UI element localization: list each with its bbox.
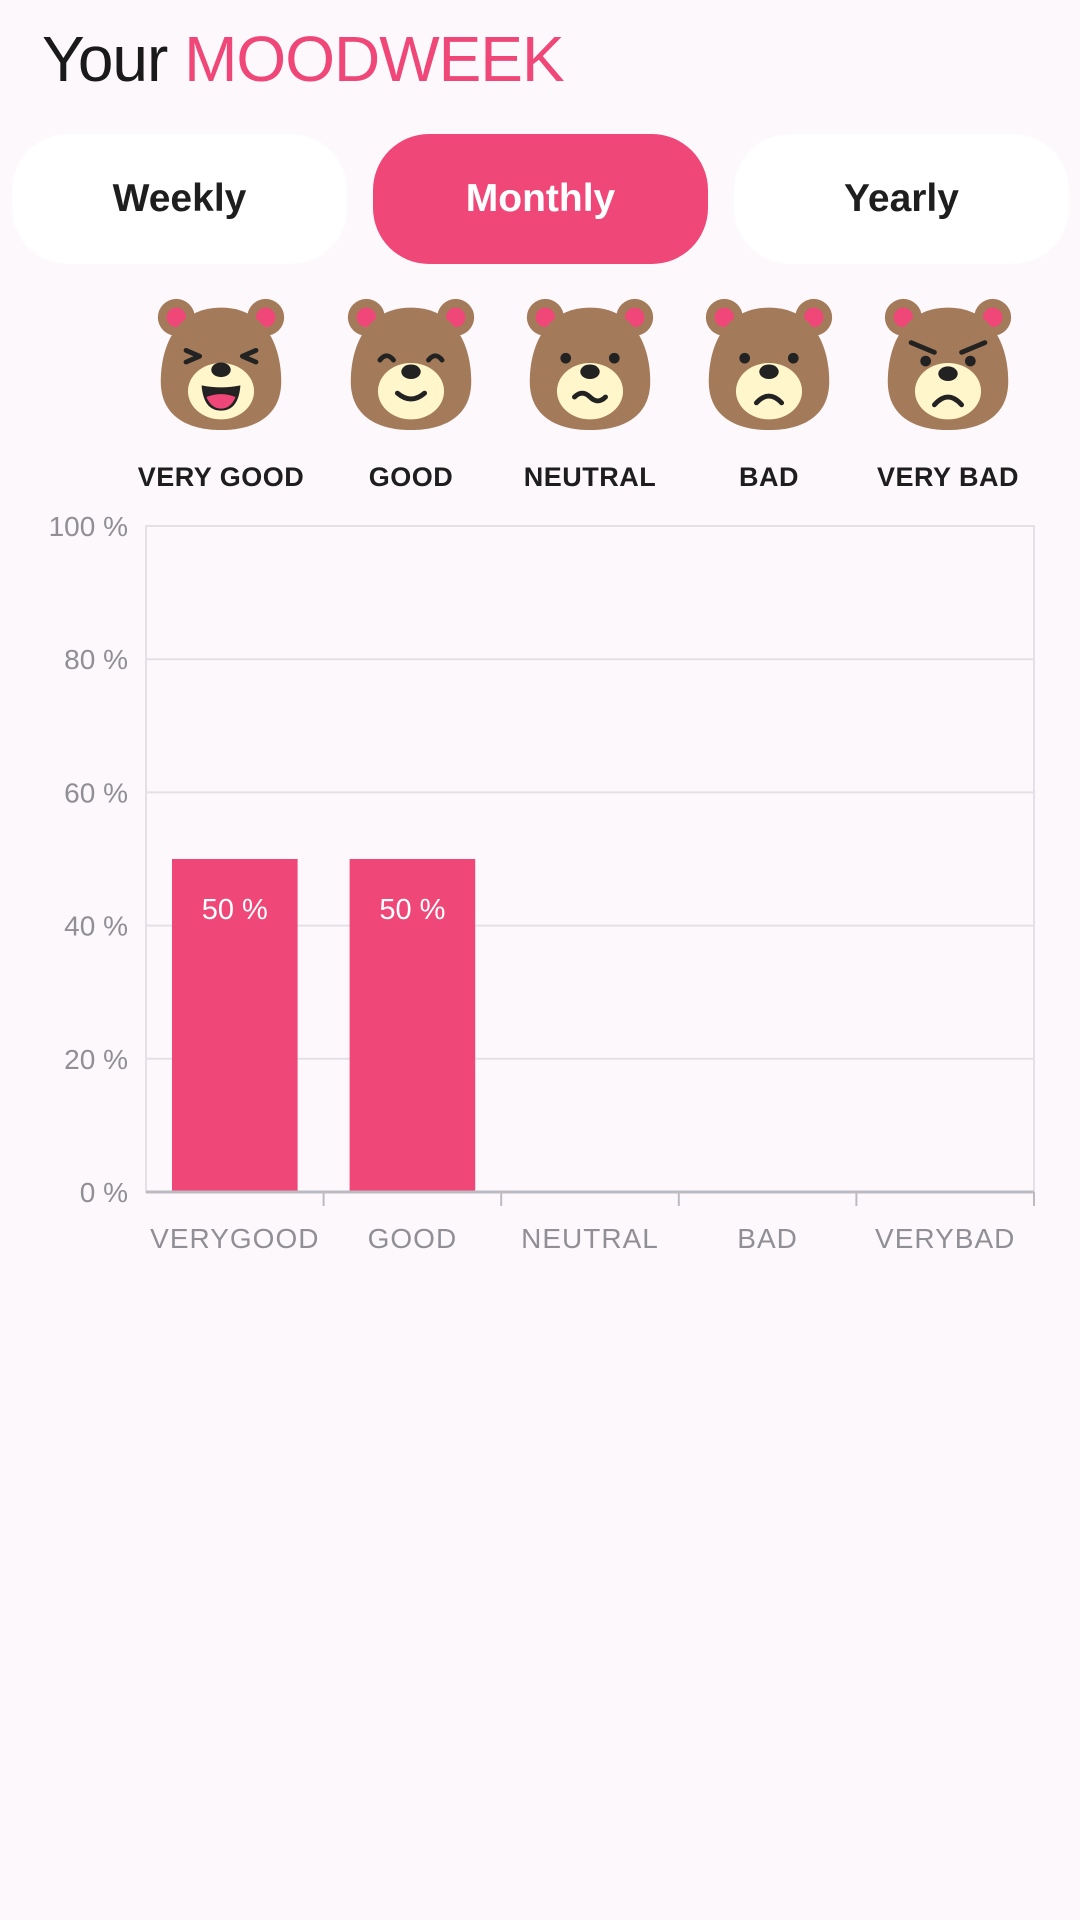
x-tick-label: BAD — [737, 1223, 798, 1254]
x-tick-label: VERYBAD — [875, 1223, 1015, 1254]
x-tick-label: NEUTRAL — [521, 1223, 659, 1254]
page-title: Your MOODWEEK — [42, 22, 565, 96]
mood-label-neutral: NEUTRAL — [523, 462, 657, 492]
x-tick-label: VERYGOOD — [150, 1223, 319, 1254]
mood-chart: 0 % 20 % 40 % 60 % 80 % 100 % 50 % 50 % VERYGOOD… — [0, 500, 1080, 1270]
bar-data-label: 50 % — [202, 894, 268, 926]
y-tick-label: 60 % — [64, 777, 128, 808]
mood-bar-chart: 0 % 20 % 40 % 60 % 80 % 100 % 50 % 50 % VERYGOOD… — [49, 511, 1035, 1254]
y-tick-label: 20 % — [64, 1044, 128, 1075]
y-tick-label: 0 % — [80, 1177, 128, 1208]
mood-bad: BAD — [684, 294, 854, 493]
tab-yearly[interactable]: Yearly — [734, 134, 1069, 264]
mood-legend: VERY GOOD GOOD NEUTRAL — [0, 294, 1080, 494]
mood-good: GOOD — [326, 294, 496, 493]
bar-verygood — [172, 859, 298, 1192]
y-tick-label: 80 % — [64, 644, 128, 675]
mood-label-very-bad: VERY BAD — [876, 462, 1020, 492]
mood-label-bad: BAD — [739, 462, 799, 492]
mood-label-very-good: VERY GOOD — [137, 462, 305, 492]
period-tabs: Weekly Monthly Yearly — [12, 134, 1069, 264]
tab-weekly[interactable]: Weekly — [12, 134, 347, 264]
bear-very-good-icon — [157, 298, 285, 431]
mood-neutral: NEUTRAL — [505, 294, 675, 493]
bar-good — [349, 859, 476, 1192]
mood-very-bad: VERY BAD — [863, 294, 1033, 493]
bear-good-icon — [347, 298, 475, 431]
mood-label-good: GOOD — [368, 462, 454, 492]
bear-neutral-icon — [526, 298, 654, 431]
tab-monthly[interactable]: Monthly — [373, 134, 708, 264]
bear-very-bad-icon — [884, 298, 1012, 431]
title-prefix: Your — [42, 23, 168, 95]
y-tick-label: 100 % — [49, 511, 128, 542]
y-tick-label: 40 % — [64, 911, 128, 942]
title-accent: MOODWEEK — [184, 23, 565, 95]
bear-bad-icon — [705, 298, 833, 431]
mood-very-good: VERY GOOD — [136, 294, 306, 493]
bar-data-label: 50 % — [379, 894, 445, 926]
x-tick-label: GOOD — [368, 1223, 458, 1254]
